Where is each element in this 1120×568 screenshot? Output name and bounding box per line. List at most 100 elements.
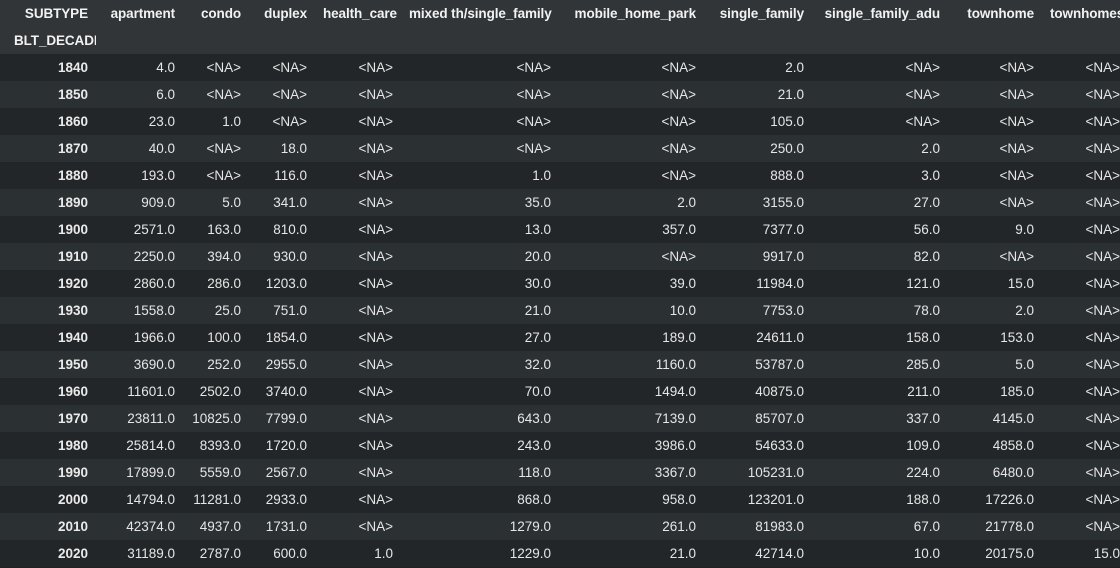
cell-mixed-th-single-family: <NA> (516, 114, 551, 129)
cell-townhome: <NA> (999, 249, 1034, 264)
cell-mixed-th-single-family: 21.0 (524, 303, 551, 318)
cell-townhomes: <NA> (1085, 519, 1120, 534)
cell-condo: 5559.0 (199, 465, 241, 480)
cell-townhomes: <NA> (1085, 141, 1120, 156)
cell-condo: 394.0 (207, 249, 241, 264)
cell-townhome: 15.0 (1007, 276, 1034, 291)
cell-single-family: 24611.0 (756, 330, 804, 345)
cell-condo: <NA> (206, 141, 241, 156)
cell-apartment: 909.0 (141, 195, 175, 210)
column-header-mobile-home-park[interactable]: mobile_home_park (574, 6, 697, 21)
cell-mobile-home-park: 2.0 (677, 195, 696, 210)
cell-health-care: <NA> (358, 330, 393, 345)
cell-townhomes: <NA> (1085, 222, 1120, 237)
index-name-blt-decade: BLT_DECADE (14, 33, 96, 48)
cell-apartment: 1966.0 (133, 330, 175, 345)
cell-single-family-adu: 78.0 (913, 303, 940, 318)
table-row[interactable]: 1970 23811.0 10825.0 7799.0 <NA> 643.0 7139.0 8… (0, 405, 1120, 432)
table-row[interactable]: 1930 1558.0 25.0 751.0 <NA> 21.0 10.0 7753.0 78.… (0, 297, 1120, 324)
cell-townhome: 17226.0 (985, 492, 1034, 507)
cell-mobile-home-park: 357.0 (662, 222, 696, 237)
cell-health-care: <NA> (358, 303, 393, 318)
cell-duplex: 3740.0 (265, 384, 307, 399)
cell-apartment: 1558.0 (133, 303, 175, 318)
cell-townhomes: <NA> (1085, 411, 1120, 426)
cell-townhome: 4858.0 (992, 438, 1034, 453)
cell-single-family: 53787.0 (755, 357, 804, 372)
cell-apartment: 23.0 (148, 114, 175, 129)
cell-duplex: 751.0 (273, 303, 307, 318)
table-row[interactable]: 2020 31189.0 2787.0 600.0 1.0 1229.0 21.0 42714… (0, 540, 1120, 567)
column-header-subtype[interactable]: SUBTYPE (24, 6, 88, 21)
cell-mobile-home-park: 39.0 (669, 276, 696, 291)
cell-townhomes: 15.0 (1093, 546, 1120, 561)
cell-health-care: <NA> (358, 384, 393, 399)
column-header-condo[interactable]: condo (201, 6, 241, 21)
cell-condo: <NA> (206, 87, 241, 102)
column-header-single-family-adu[interactable]: single_family_adu (824, 6, 940, 21)
column-header-health-care[interactable]: health_care (323, 6, 397, 21)
cell-mixed-th-single-family: 1.0 (532, 168, 551, 183)
row-index-cell: 1860 (57, 114, 88, 129)
table-row[interactable]: 1880 193.0 <NA> 116.0 <NA> 1.0 <NA> 888.0 3.0 <NA… (0, 162, 1120, 189)
table-row[interactable]: 1950 3690.0 252.0 2955.0 <NA> 32.0 1160.0 53787… (0, 351, 1120, 378)
table-row[interactable]: 1980 25814.0 8393.0 1720.0 <NA> 243.0 3986.0 54… (0, 432, 1120, 459)
cell-mobile-home-park: 1160.0 (655, 357, 696, 372)
cell-single-family-adu: 188.0 (906, 492, 940, 507)
table-row[interactable]: 1990 17899.0 5559.0 2567.0 <NA> 118.0 3367.0 10… (0, 459, 1120, 486)
column-header-townhome[interactable]: townhome (967, 6, 1034, 21)
row-index-cell: 1900 (57, 222, 88, 237)
cell-single-family: 123201.0 (747, 492, 804, 507)
cell-mobile-home-park: <NA> (661, 60, 696, 75)
cell-townhomes: <NA> (1085, 249, 1120, 264)
table-row[interactable]: 2000 14794.0 11281.0 2933.0 <NA> 868.0 958.0 12… (0, 486, 1120, 513)
cell-health-care: <NA> (358, 465, 393, 480)
cell-apartment: 25814.0 (126, 438, 175, 453)
table-row[interactable]: 1920 2860.0 286.0 1203.0 <NA> 30.0 39.0 11984.0… (0, 270, 1120, 297)
cell-mobile-home-park: 261.0 (662, 519, 696, 534)
index-name-spacer-1 (96, 28, 183, 54)
column-header-single-family[interactable]: single_family (719, 6, 804, 21)
cell-apartment: 40.0 (148, 141, 175, 156)
cell-townhomes: <NA> (1085, 384, 1120, 399)
index-name-spacer-5 (401, 28, 559, 54)
cell-condo: 10825.0 (192, 411, 241, 426)
cell-townhome: 20175.0 (985, 546, 1034, 561)
cell-duplex: 1731.0 (265, 519, 307, 534)
column-header-mixed-th-single-family[interactable]: mixed th/single_family (409, 6, 552, 21)
table-row[interactable]: 1860 23.0 1.0 <NA> <NA> <NA> <NA> 105.0 <NA> <NA>… (0, 108, 1120, 135)
cell-health-care: <NA> (358, 168, 393, 183)
table-row[interactable]: 1890 909.0 5.0 341.0 <NA> 35.0 2.0 3155.0 27.0 <N… (0, 189, 1120, 216)
table-row[interactable]: 1940 1966.0 100.0 1854.0 <NA> 27.0 189.0 24611.… (0, 324, 1120, 351)
cell-health-care: <NA> (358, 411, 393, 426)
cell-single-family: 3155.0 (762, 195, 804, 210)
cell-health-care: <NA> (358, 249, 393, 264)
cell-townhomes: <NA> (1085, 303, 1120, 318)
table-row[interactable]: 1870 40.0 <NA> 18.0 <NA> <NA> <NA> 250.0 2.0 <NA>… (0, 135, 1120, 162)
cell-condo: 5.0 (222, 195, 241, 210)
cell-single-family-adu: 224.0 (906, 465, 940, 480)
cell-single-family: 2.0 (785, 60, 804, 75)
cell-condo: 100.0 (207, 330, 241, 345)
table-row[interactable]: 2010 42374.0 4937.0 1731.0 <NA> 1279.0 261.0 81… (0, 513, 1120, 540)
cell-duplex: 116.0 (274, 168, 307, 183)
column-header-duplex[interactable]: duplex (264, 6, 307, 21)
cell-apartment: 2250.0 (133, 249, 175, 264)
cell-apartment: 14794.0 (126, 492, 175, 507)
column-header-apartment[interactable]: apartment (110, 6, 175, 21)
table-row[interactable]: 1910 2250.0 394.0 930.0 <NA> 20.0 <NA> 9917.0 82… (0, 243, 1120, 270)
cell-mobile-home-park: <NA> (661, 249, 696, 264)
table-row[interactable]: 1900 2571.0 163.0 810.0 <NA> 13.0 357.0 7377.0 5… (0, 216, 1120, 243)
cell-apartment: 17899.0 (126, 465, 175, 480)
table-row[interactable]: 1960 11601.0 2502.0 3740.0 <NA> 70.0 1494.0 408… (0, 378, 1120, 405)
cell-mobile-home-park: 21.0 (669, 546, 696, 561)
cell-mixed-th-single-family: 868.0 (517, 492, 551, 507)
cell-duplex: 2955.0 (265, 357, 307, 372)
cell-duplex: 341.0 (273, 195, 307, 210)
column-header-townhomes[interactable]: townhomes (1050, 6, 1120, 21)
table-row[interactable]: 1850 6.0 <NA> <NA> <NA> <NA> <NA> 21.0 <NA> <NA> <… (0, 81, 1120, 108)
cell-townhomes: <NA> (1085, 60, 1120, 75)
cell-mobile-home-park: <NA> (661, 168, 696, 183)
table-row[interactable]: 1840 4.0 <NA> <NA> <NA> <NA> <NA> 2.0 <NA> <NA> <N… (0, 54, 1120, 81)
